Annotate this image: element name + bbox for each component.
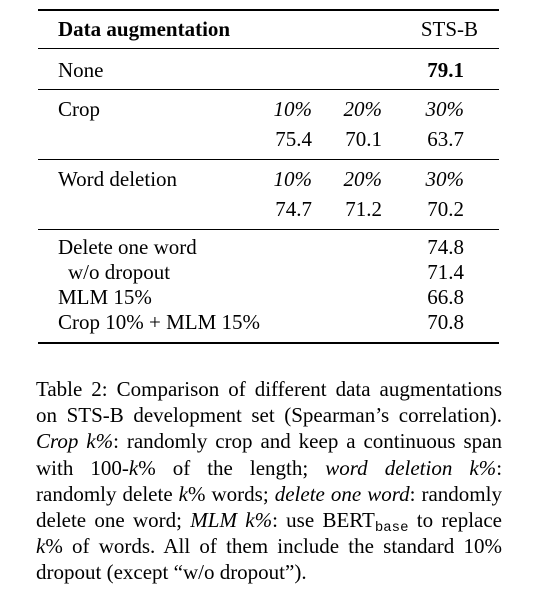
word-deletion-rule <box>38 229 499 230</box>
caption-crop-term: Crop k% <box>36 429 114 454</box>
table-caption: Table 2: Comparison of different data au… <box>36 376 502 586</box>
wd-value-30: 70.2 <box>427 197 464 221</box>
wd-ratio-30: 30% <box>425 167 465 191</box>
crop-value-30: 63.7 <box>427 127 464 151</box>
row-delete-one-word-value: 74.8 <box>427 235 464 259</box>
caption-wd-desc2: % words; <box>188 481 275 506</box>
caption-mlm-desc2: to replace <box>408 508 502 533</box>
table-top-rule <box>38 9 499 11</box>
caption-wd-term: word deletion k% <box>325 455 497 480</box>
caption-crop-desc: : randomly crop and keep a continuous sp… <box>36 429 502 480</box>
row-wo-dropout-value: 71.4 <box>427 260 464 284</box>
row-word-deletion-label: Word deletion <box>58 167 178 191</box>
caption-dow-desc: : randomly delete one word; <box>36 481 502 533</box>
wd-ratio-20: 20% <box>343 167 383 191</box>
caption-crop-desc2: % of the length; <box>138 455 326 480</box>
row-crop-label: Crop <box>58 97 100 121</box>
caption-mlm-term: MLM k% <box>190 508 273 533</box>
caption-lead: Table 2: Comparison of different data au… <box>36 377 502 428</box>
row-mlm15-label: MLM 15% <box>58 285 152 309</box>
row-delete-one-word-label: Delete one word <box>58 235 197 259</box>
column-header-augmentation: Data augmentation <box>58 17 231 41</box>
caption-k-1: k <box>128 455 139 480</box>
wd-ratio-10: 10% <box>273 167 313 191</box>
row-mlm15-value: 66.8 <box>427 285 464 309</box>
caption-mlm-desc: : use BERT <box>272 508 375 533</box>
caption-mlm-desc3: % of words. All of them include the stan… <box>36 534 502 585</box>
caption-bert-subscript: base <box>374 520 409 537</box>
wd-value-20: 71.2 <box>345 197 382 221</box>
crop-ratio-20: 20% <box>343 97 383 121</box>
wd-value-10: 74.7 <box>275 197 312 221</box>
crop-rule <box>38 159 499 160</box>
caption-wd-desc: : randomly delete <box>36 455 503 506</box>
table-bottom-rule <box>38 342 499 344</box>
row-crop-mlm-label: Crop 10% + MLM 15% <box>58 310 261 334</box>
row-wo-dropout-label: w/o dropout <box>68 260 171 284</box>
row-none-label: None <box>58 58 104 82</box>
crop-value-20: 70.1 <box>345 127 382 151</box>
crop-value-10: 75.4 <box>275 127 312 151</box>
caption-dow-term: delete one word <box>274 481 410 506</box>
crop-ratio-30: 30% <box>425 97 465 121</box>
caption-k-3: k <box>36 534 46 559</box>
column-header-stsb: STS-B <box>420 17 478 41</box>
row-crop-mlm-value: 70.8 <box>427 310 464 334</box>
caption-k-2: k <box>178 481 188 506</box>
header-rule <box>38 48 499 49</box>
crop-ratio-10: 10% <box>273 97 313 121</box>
row-none-value: 79.1 <box>427 58 464 82</box>
none-rule <box>38 89 499 90</box>
